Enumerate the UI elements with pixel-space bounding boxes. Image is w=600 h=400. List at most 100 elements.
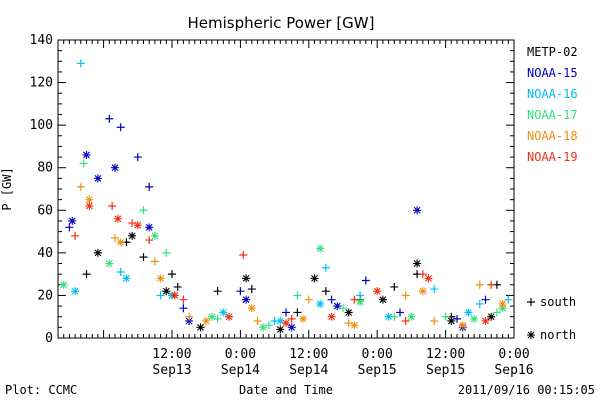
north-point xyxy=(259,323,268,332)
south-point xyxy=(253,316,262,325)
series-noaa-17 xyxy=(59,159,507,332)
south-point xyxy=(71,231,80,240)
north-point xyxy=(418,287,427,296)
north-point xyxy=(150,231,159,240)
north-point xyxy=(185,316,194,325)
south-point xyxy=(390,312,399,321)
legend-entry: NOAA-17 xyxy=(527,108,578,122)
south-point xyxy=(139,253,148,262)
south-point xyxy=(475,280,484,289)
x-tick-time-label: 0:00 xyxy=(225,347,256,362)
footer-timestamp: 2011/09/16 00:15:05 xyxy=(458,383,595,397)
x-tick-time-label: 12:00 xyxy=(289,347,328,362)
north-point xyxy=(498,304,507,313)
north-point xyxy=(242,295,251,304)
north-point xyxy=(162,287,171,296)
footer-plot-credit: Plot: CCMC xyxy=(5,383,77,397)
x-tick-date-label: Sep15 xyxy=(358,363,397,378)
south-point xyxy=(105,114,114,123)
south-point xyxy=(264,321,273,330)
legend-entry: NOAA-18 xyxy=(527,129,578,143)
series-noaa-15 xyxy=(65,114,490,332)
north-point xyxy=(128,231,137,240)
north-point xyxy=(196,323,205,332)
north-point xyxy=(407,312,416,321)
south-point xyxy=(430,316,439,325)
south-point xyxy=(453,314,461,323)
x-tick-date-label: Sep13 xyxy=(152,363,191,378)
north-point xyxy=(202,316,211,325)
south-point xyxy=(162,248,171,257)
y-tick-label: 60 xyxy=(37,203,53,218)
south-point xyxy=(321,287,330,296)
north-point xyxy=(299,314,308,323)
marker-legend-label: south xyxy=(540,295,576,309)
north-point xyxy=(458,321,467,330)
south-point xyxy=(116,268,125,277)
y-tick-label: 80 xyxy=(37,161,53,176)
north-point xyxy=(122,274,131,283)
north-point xyxy=(113,214,122,223)
north-point xyxy=(464,308,473,317)
north-point xyxy=(276,325,285,334)
north-point xyxy=(93,248,102,257)
north-point xyxy=(156,274,165,283)
north-point xyxy=(487,312,496,321)
south-point xyxy=(401,316,410,325)
data-points xyxy=(59,59,513,334)
south-point xyxy=(168,270,176,279)
legend-entry: NOAA-15 xyxy=(527,66,578,80)
south-point xyxy=(396,308,404,317)
x-tick-date-label: Sep16 xyxy=(494,363,533,378)
south-point xyxy=(504,295,513,304)
north-point xyxy=(287,323,296,332)
legend-entry: NOAA-16 xyxy=(527,87,578,101)
legend-star-marker xyxy=(527,331,535,339)
south-point xyxy=(139,206,148,215)
south-point xyxy=(236,287,245,296)
south-point xyxy=(156,291,165,300)
x-tick-time-label: 0:00 xyxy=(498,347,529,362)
south-point xyxy=(173,282,182,291)
x-axis: 12:00Sep130:00Sep1412:00Sep140:00Sep1512… xyxy=(63,40,534,378)
north-point xyxy=(481,316,490,325)
south-point xyxy=(150,257,159,266)
south-point xyxy=(401,291,410,300)
x-tick-date-label: Sep14 xyxy=(289,363,328,378)
y-axis-label: P [GW] xyxy=(0,167,14,210)
x-tick-date-label: Sep14 xyxy=(221,363,260,378)
north-point xyxy=(276,316,285,325)
south-point xyxy=(344,319,353,328)
y-tick-label: 0 xyxy=(45,331,53,346)
x-tick-date-label: Sep15 xyxy=(426,363,465,378)
south-point xyxy=(79,159,88,168)
legend-entry: METP-02 xyxy=(527,45,578,59)
south-point xyxy=(108,202,117,211)
south-point xyxy=(492,308,501,317)
north-point xyxy=(93,174,102,183)
north-point xyxy=(384,312,393,321)
south-point xyxy=(128,219,137,228)
north-point xyxy=(145,223,154,232)
north-point xyxy=(85,202,94,211)
legend-entry: NOAA-19 xyxy=(527,150,578,164)
x-tick-time-label: 0:00 xyxy=(362,347,393,362)
north-point xyxy=(242,274,251,283)
legend-plus-marker xyxy=(527,298,535,306)
south-point xyxy=(441,312,450,321)
x-axis-label: Date and Time xyxy=(239,383,333,397)
south-point xyxy=(327,295,336,304)
north-point xyxy=(310,274,319,283)
north-point xyxy=(105,259,114,268)
south-point xyxy=(185,312,194,321)
south-point xyxy=(361,276,370,285)
south-point xyxy=(282,308,290,317)
south-point xyxy=(213,287,222,296)
south-point xyxy=(239,250,248,259)
south-point xyxy=(350,295,359,304)
south-point xyxy=(179,295,188,304)
x-tick-time-label: 12:00 xyxy=(426,347,465,362)
north-point xyxy=(59,280,68,289)
series-noaa-16 xyxy=(71,59,513,325)
